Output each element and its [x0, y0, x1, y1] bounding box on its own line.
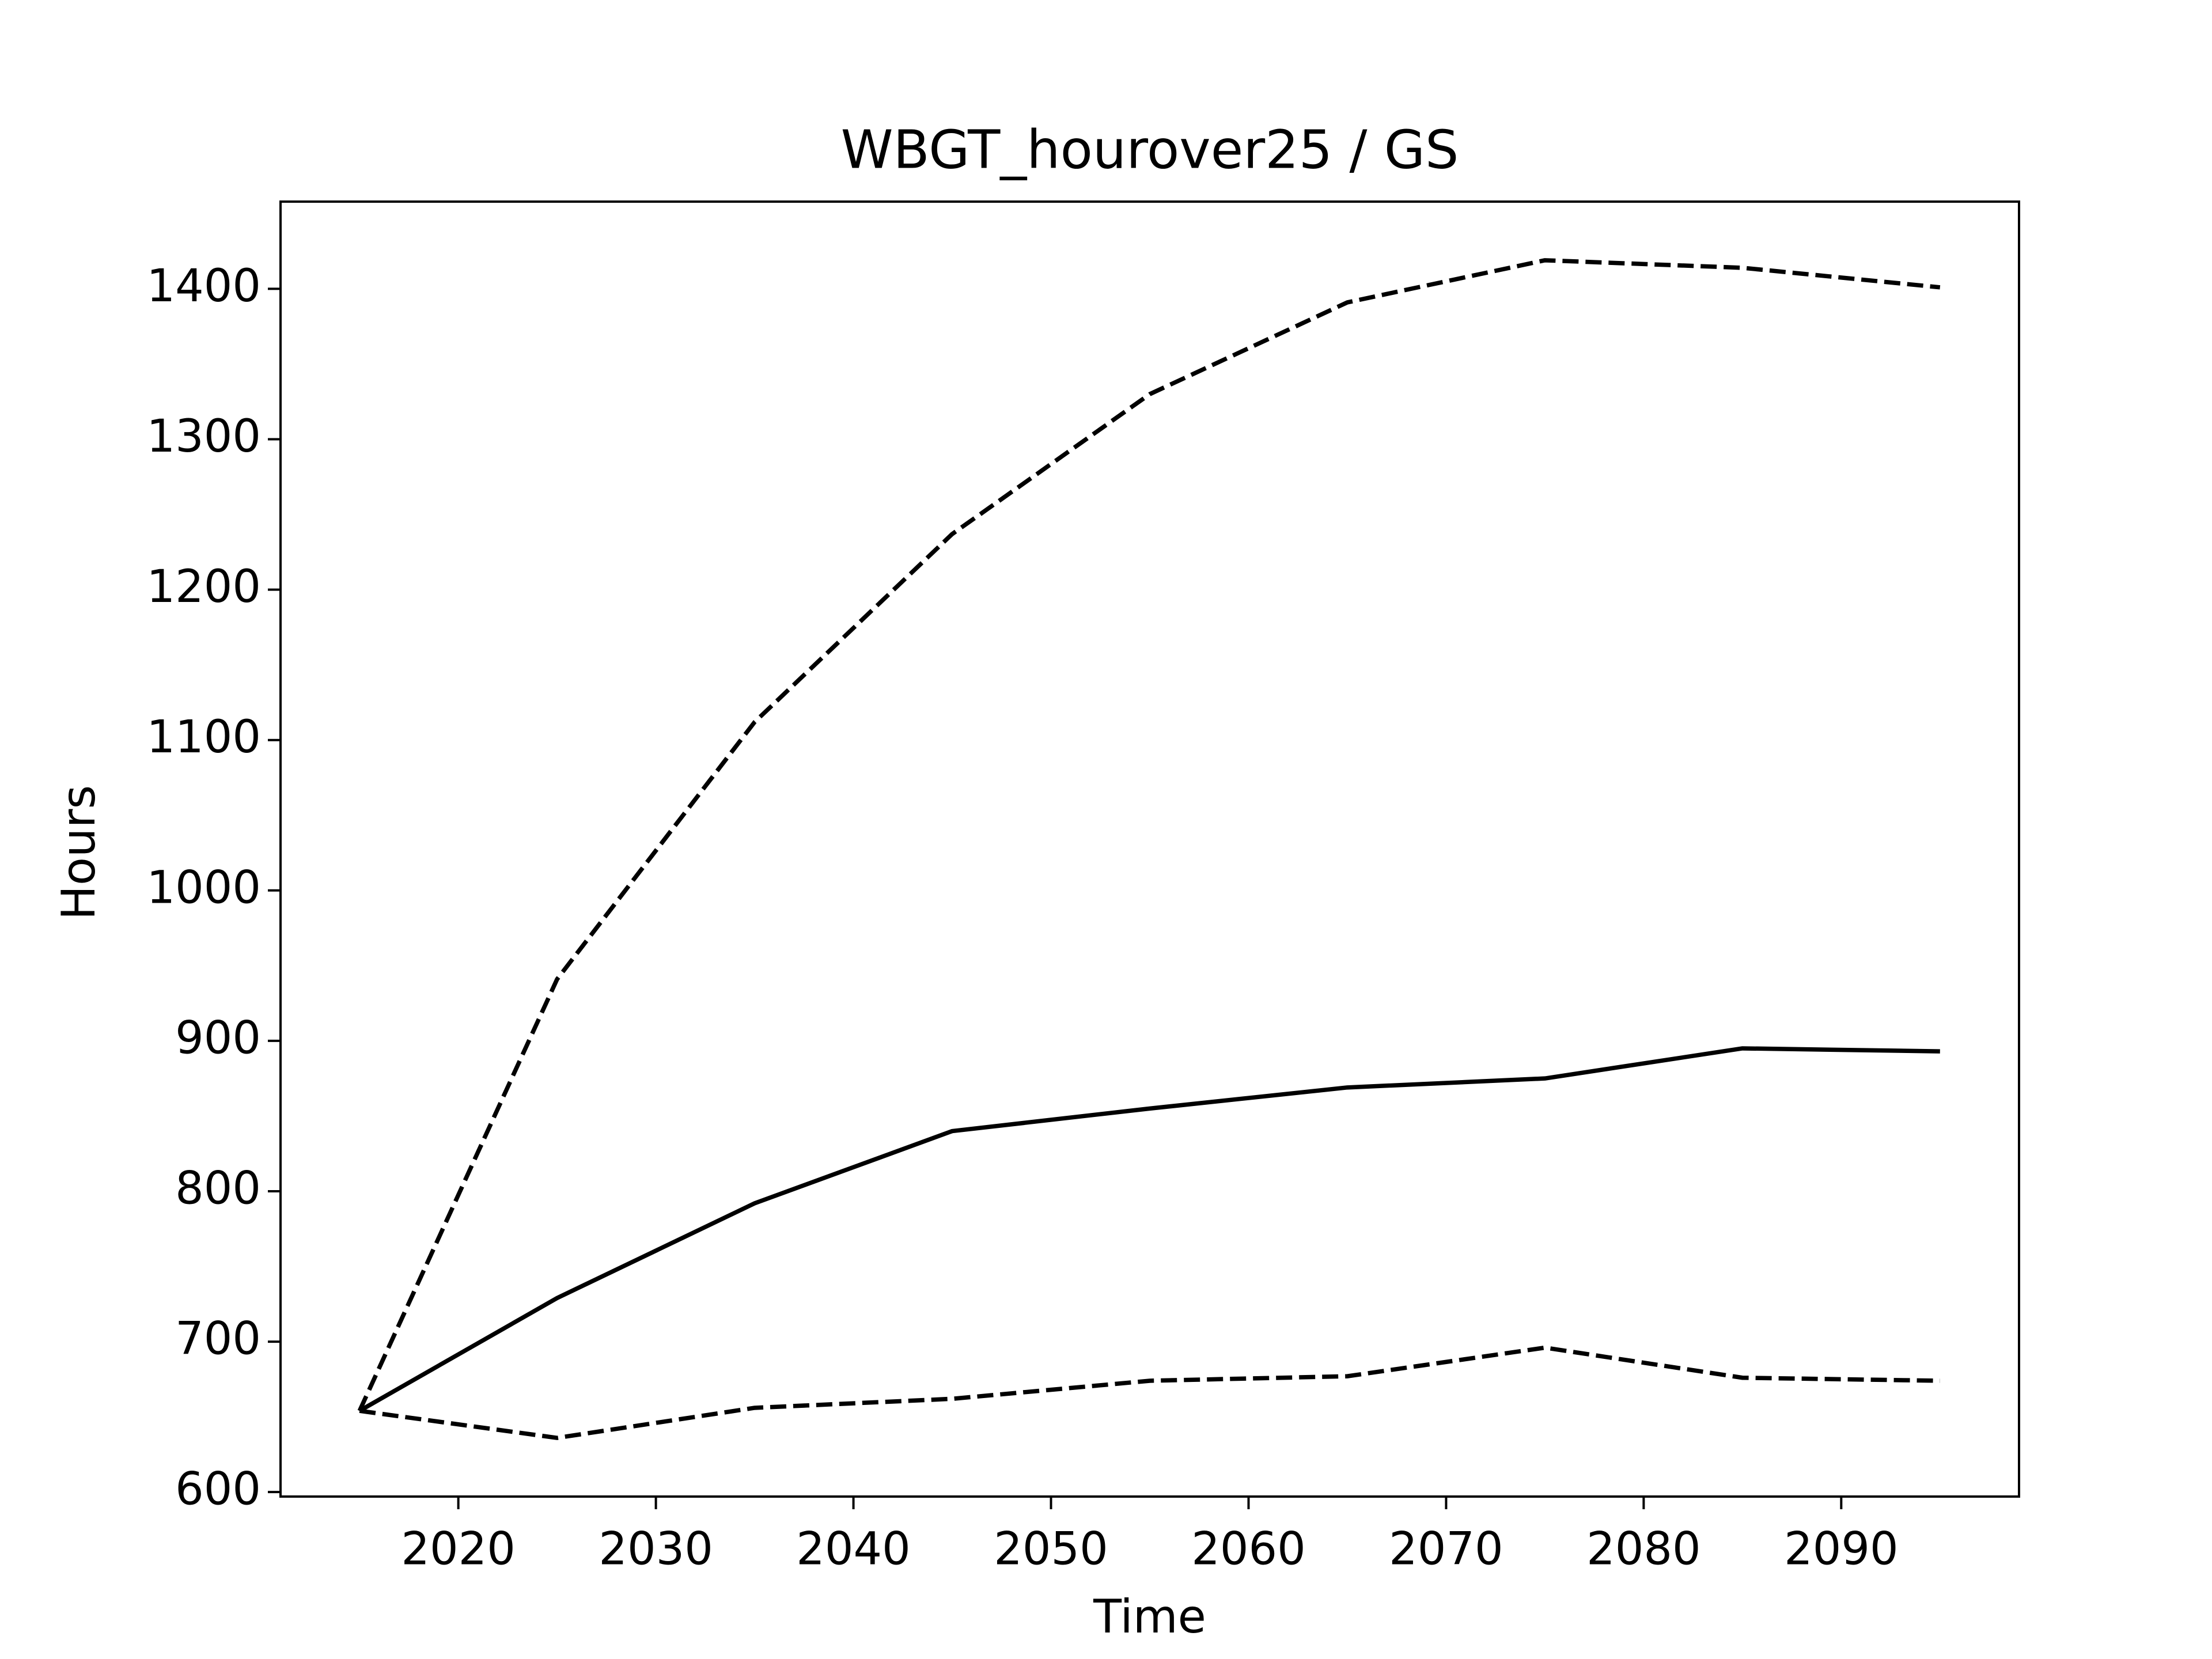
y-tick-label: 900 — [175, 1012, 261, 1064]
y-tick-label: 1100 — [146, 711, 261, 763]
y-tick-label: 1000 — [146, 862, 261, 914]
x-tick-label: 2070 — [1389, 1523, 1503, 1575]
x-axis-label: Time — [1093, 1590, 1206, 1643]
x-tick-label: 2060 — [1191, 1523, 1306, 1575]
x-tick-label: 2050 — [994, 1523, 1108, 1575]
y-tick-label: 1400 — [146, 260, 261, 312]
y-tick-label: 1200 — [146, 561, 261, 613]
x-tick-label: 2090 — [1784, 1523, 1899, 1575]
line-series — [359, 1345, 1940, 1440]
chart-title: WBGT_hourover25 / GS — [841, 119, 1459, 180]
y-tick-label: 600 — [175, 1464, 261, 1516]
y-axis-label: Hours — [52, 785, 105, 920]
x-tick-label: 2040 — [796, 1523, 911, 1575]
x-tick-label: 2080 — [1586, 1523, 1701, 1575]
plot-frame — [279, 200, 2020, 1498]
x-tick-label: 2030 — [599, 1523, 713, 1575]
y-tick-label: 700 — [175, 1313, 261, 1365]
line-series — [358, 1046, 1940, 1413]
y-tick-label: 1300 — [146, 411, 261, 463]
x-tick-label: 2020 — [401, 1523, 516, 1575]
y-tick-label: 800 — [175, 1162, 261, 1214]
line-series — [357, 258, 1941, 1412]
